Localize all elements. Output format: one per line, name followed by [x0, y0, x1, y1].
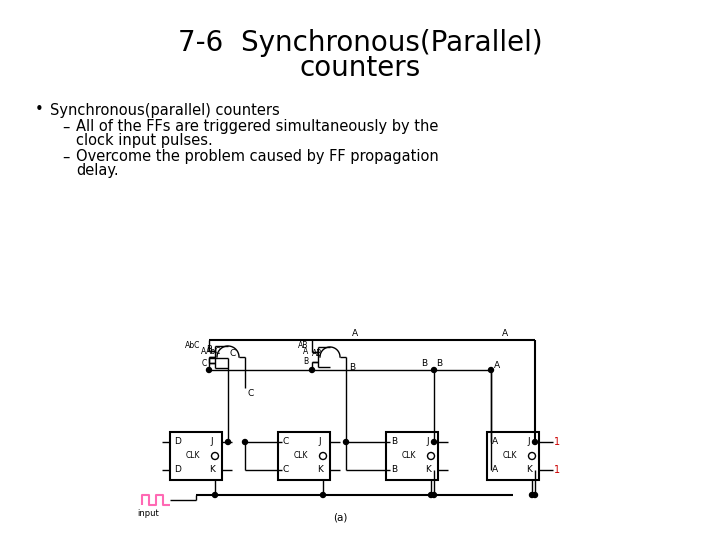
- Circle shape: [431, 368, 436, 373]
- Bar: [386, 432, 438, 480]
- Text: A: A: [494, 361, 500, 369]
- Text: K: K: [209, 465, 215, 475]
- Bar: [278, 432, 330, 480]
- Text: CLK: CLK: [294, 451, 308, 461]
- Text: B: B: [206, 345, 212, 354]
- Text: J: J: [528, 437, 531, 447]
- Text: CLK: CLK: [503, 451, 517, 461]
- Text: Synchronous(parallel) counters: Synchronous(parallel) counters: [50, 103, 280, 118]
- Circle shape: [533, 440, 538, 444]
- Circle shape: [212, 492, 217, 497]
- Circle shape: [529, 492, 534, 497]
- Text: K: K: [425, 465, 431, 475]
- Text: 1: 1: [554, 437, 560, 447]
- Text: B: B: [391, 437, 397, 447]
- Text: D: D: [174, 465, 181, 475]
- Circle shape: [207, 368, 212, 373]
- Circle shape: [225, 440, 230, 444]
- Text: AB: AB: [312, 348, 323, 357]
- Circle shape: [533, 492, 538, 497]
- Text: All of the FFs are triggered simultaneously by the: All of the FFs are triggered simultaneou…: [76, 119, 438, 134]
- Text: B: B: [303, 357, 309, 367]
- Text: AbC: AbC: [184, 341, 200, 349]
- Text: A: A: [502, 329, 508, 339]
- Text: A: A: [492, 437, 498, 447]
- Text: J: J: [211, 437, 213, 447]
- Circle shape: [431, 440, 436, 444]
- Text: Overcome the problem caused by FF propagation: Overcome the problem caused by FF propag…: [76, 150, 438, 165]
- Text: input: input: [137, 509, 159, 517]
- Circle shape: [343, 440, 348, 444]
- Text: J: J: [319, 437, 321, 447]
- Circle shape: [320, 492, 325, 497]
- Text: J: J: [427, 437, 429, 447]
- Text: B: B: [349, 362, 355, 372]
- Circle shape: [488, 368, 493, 373]
- Text: K: K: [317, 465, 323, 475]
- Text: CLK: CLK: [402, 451, 416, 461]
- Text: A: A: [352, 329, 358, 339]
- Text: AB: AB: [297, 341, 308, 350]
- Text: D: D: [174, 437, 181, 447]
- Text: C: C: [283, 437, 289, 447]
- Text: counters: counters: [300, 54, 420, 82]
- Text: A: A: [492, 465, 498, 475]
- Text: delay.: delay.: [76, 164, 119, 179]
- Circle shape: [431, 492, 436, 497]
- Text: A: A: [202, 347, 207, 355]
- Text: AbC: AbC: [206, 348, 221, 356]
- Text: B: B: [391, 465, 397, 475]
- Text: –: –: [62, 119, 69, 134]
- Circle shape: [428, 492, 433, 497]
- Text: •: •: [35, 103, 44, 118]
- Circle shape: [243, 440, 248, 444]
- Text: C: C: [230, 348, 236, 357]
- Text: B: B: [436, 360, 442, 368]
- Text: C: C: [248, 388, 254, 397]
- Text: CLK: CLK: [186, 451, 200, 461]
- Bar: [487, 432, 539, 480]
- Text: A: A: [303, 348, 309, 356]
- Bar: [170, 432, 222, 480]
- Text: 7-6  Synchronous(Parallel): 7-6 Synchronous(Parallel): [178, 29, 542, 57]
- Text: K: K: [526, 465, 532, 475]
- Text: –: –: [62, 150, 69, 165]
- Text: clock input pulses.: clock input pulses.: [76, 133, 212, 148]
- Text: (a): (a): [333, 513, 347, 523]
- Text: C: C: [202, 359, 207, 368]
- Text: C: C: [283, 465, 289, 475]
- Circle shape: [310, 368, 315, 373]
- Text: B: B: [421, 360, 427, 368]
- Text: 1: 1: [554, 465, 560, 475]
